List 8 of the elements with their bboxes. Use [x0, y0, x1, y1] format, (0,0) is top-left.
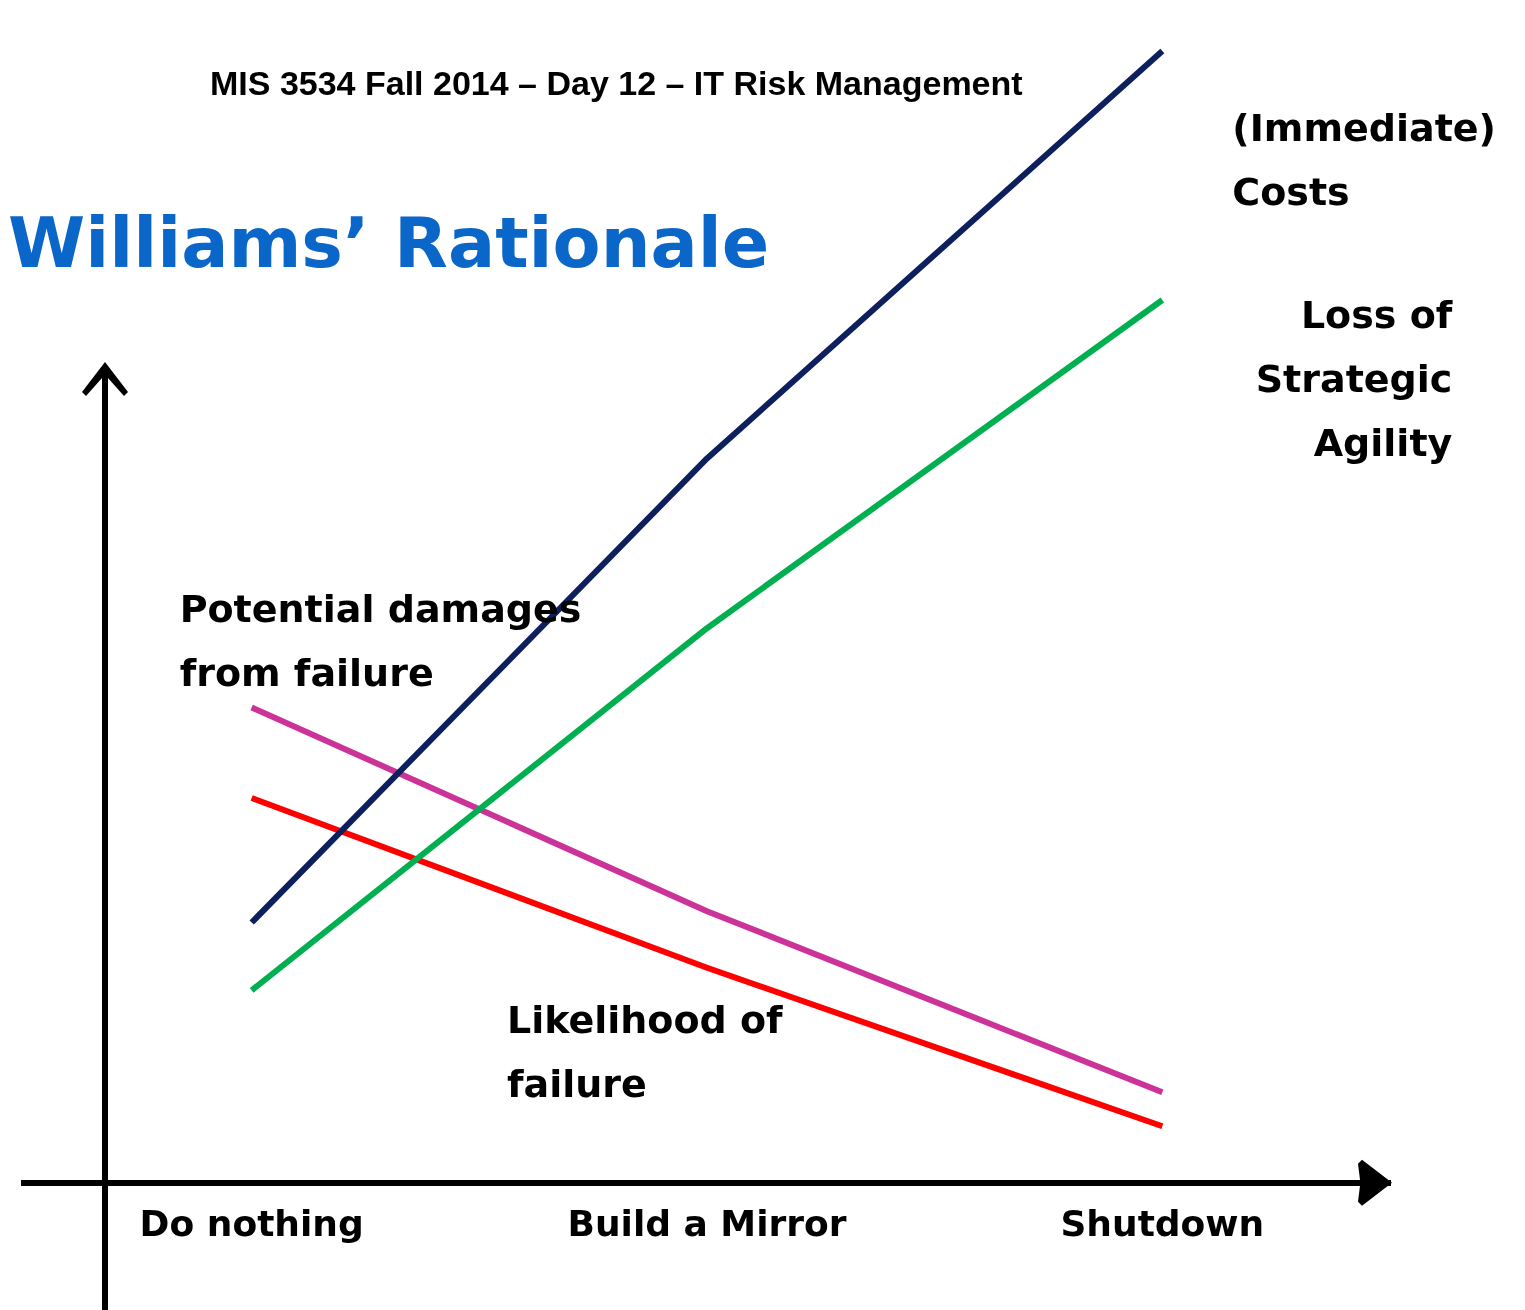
x-tick-label: Do nothing — [139, 1202, 364, 1244]
text: Loss of Strategic Agility — [1255, 292, 1453, 465]
x-tick-label: Build a Mirror — [567, 1202, 847, 1244]
x-tick-label: Shutdown — [1060, 1202, 1265, 1244]
series-label: Likelihood of failure — [507, 997, 784, 1106]
chart-subtitle: MIS 3534 Fall 2014 – Day 12 – IT Risk Management — [210, 64, 1023, 103]
text: (Immediate) Costs — [1232, 105, 1496, 214]
text: Williams’ Rationale — [8, 202, 770, 284]
